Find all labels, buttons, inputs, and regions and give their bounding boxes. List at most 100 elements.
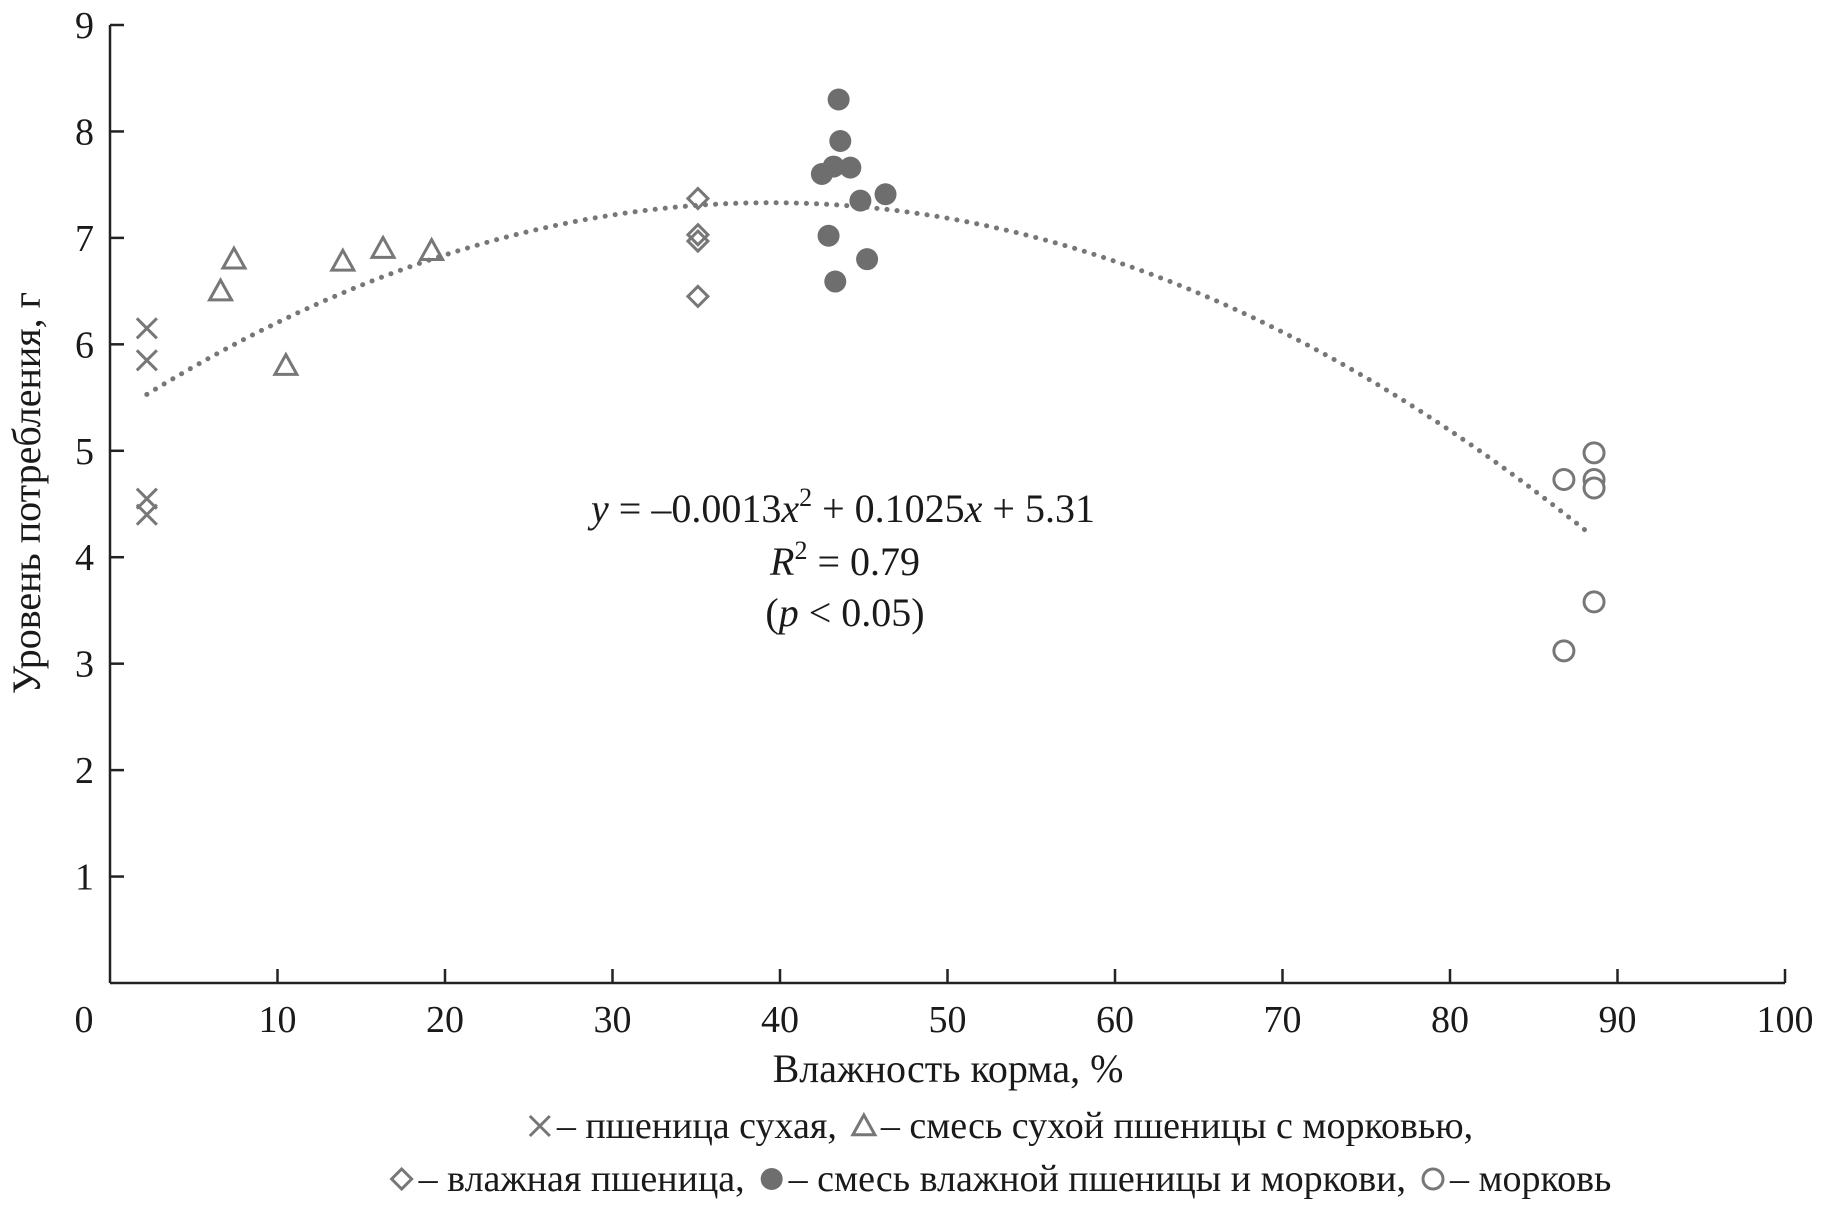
open-circle-shape [1582, 476, 1606, 500]
y-axis-label: Уровень потребления, г [4, 292, 49, 694]
x-tick-label: 50 [929, 999, 967, 1041]
circle-open-marker [1582, 441, 1606, 465]
y-tick-label: 3 [75, 644, 94, 686]
x-tick-label: 80 [1431, 999, 1469, 1041]
triangle-shape [329, 247, 357, 272]
y-tick-label: 9 [75, 5, 94, 47]
circle-filled-marker [856, 248, 879, 271]
legend-item-label: – пшеница сухая, [556, 1105, 837, 1147]
filled-circle-shape [824, 270, 847, 293]
filled-circle-shape [849, 189, 872, 212]
filled-circle-shape [827, 88, 850, 111]
x-mark-stroke [135, 317, 158, 340]
circle-open-marker [1552, 639, 1576, 663]
triangle-open-marker [329, 247, 357, 272]
triangle-shape [418, 236, 446, 261]
diamond-shape [685, 228, 711, 254]
regression-annotation: y = –0.0013x2 + 0.1025x + 5.31 R2 = 0.79… [587, 483, 1095, 635]
open-circle-shape [1582, 441, 1606, 465]
x-tick-label: 60 [1096, 999, 1134, 1041]
circle-filled-marker [874, 183, 897, 206]
x-mark-stroke [135, 349, 158, 372]
x-mark-stroke [135, 503, 158, 526]
open-circle-shape [1582, 590, 1606, 614]
triangle-shape [850, 1111, 878, 1137]
circle-filled-marker [827, 88, 850, 111]
diamond-open-marker [685, 186, 711, 211]
y-tick-label: 8 [75, 111, 94, 153]
data-points [135, 88, 1606, 663]
x-mark-stroke [528, 1114, 551, 1138]
triangle-shape [272, 351, 300, 376]
x-mark-marker [135, 349, 158, 372]
x-mark-marker [135, 317, 158, 340]
circle-filled-marker [817, 224, 840, 247]
legend-item-label: – смесь влажной пшеницы и моркови, [788, 1158, 1406, 1200]
x-mark-marker [135, 487, 158, 510]
filled-circle-shape [817, 224, 840, 247]
open-circle-shape [1552, 639, 1576, 663]
triangle-open-marker [418, 236, 446, 261]
legend-item-label: – смесь сухой пшеницы с морковью, [880, 1105, 1473, 1147]
x-tick-label: 10 [259, 999, 297, 1041]
x-tick-label: 30 [594, 999, 632, 1041]
open-circle-shape [1552, 468, 1576, 492]
filled-circle-shape [839, 156, 862, 179]
x-tick-label: 20 [426, 999, 464, 1041]
legend-item-label: – влажная пшеница, [418, 1158, 745, 1200]
triangle-shape [220, 245, 248, 270]
regression-equation: y = –0.0013x2 + 0.1025x + 5.31 [587, 483, 1095, 531]
triangle-open-marker [220, 245, 248, 270]
x-tick-label: 70 [1264, 999, 1302, 1041]
legend-line: – влажная пшеница, – смесь влажной пшениц… [389, 1158, 1611, 1200]
legend-item-label: – морковь [1449, 1158, 1611, 1200]
triangle-shape [369, 234, 397, 259]
open-circle-shape [1421, 1167, 1445, 1191]
r-squared-label: R2 = 0.79 [769, 536, 920, 584]
x-tick-label: 0 [75, 999, 94, 1041]
legend-line: – пшеница сухая, – смесь сухой пшеницы с … [528, 1105, 1473, 1147]
y-tick-label: 5 [75, 431, 94, 473]
circle-open-marker [1552, 468, 1576, 492]
triangle-open-marker [850, 1111, 878, 1137]
diamond-open-marker [389, 1166, 414, 1192]
x-tick-label: 100 [1757, 999, 1814, 1041]
circle-filled-marker [849, 189, 872, 212]
circle-filled-marker [822, 155, 845, 178]
circle-filled-marker [760, 1168, 783, 1190]
diamond-shape [685, 284, 711, 309]
diamond-shape [685, 222, 711, 247]
legend: – пшеница сухая, – смесь сухой пшеницы с … [389, 1105, 1611, 1200]
circle-filled-marker [839, 156, 862, 179]
x-axis-ticks: 0 10 20 30 40 50 60 70 80 90 100 [75, 969, 1814, 1041]
diamond-shape [685, 186, 711, 211]
y-tick-label: 7 [75, 218, 94, 260]
filled-circle-shape [829, 130, 852, 153]
x-axis-label: Влажность корма, % [773, 1046, 1124, 1091]
y-tick-label: 2 [75, 750, 94, 792]
filled-circle-shape [874, 183, 897, 206]
x-mark-stroke [135, 487, 158, 510]
diamond-open-marker [685, 222, 711, 247]
y-tick-label: 1 [75, 857, 94, 899]
y-axis-ticks: 1 2 3 4 5 6 7 8 9 [75, 5, 124, 899]
diamond-open-marker [685, 284, 711, 309]
circle-open-marker [1582, 476, 1606, 500]
x-tick-label: 90 [1599, 999, 1637, 1041]
circle-open-marker [1421, 1167, 1445, 1191]
filled-circle-shape [856, 248, 879, 271]
triangle-open-marker [272, 351, 300, 376]
filled-circle-shape [760, 1168, 783, 1190]
diamond-open-marker [685, 228, 711, 254]
p-value-label: (p < 0.05) [765, 590, 924, 635]
x-tick-label: 40 [761, 999, 799, 1041]
x-mark-marker [528, 1114, 551, 1138]
diamond-shape [389, 1166, 414, 1192]
circle-filled-marker [829, 130, 852, 153]
x-mark-marker [135, 503, 158, 526]
triangle-shape [207, 277, 235, 302]
triangle-open-marker [369, 234, 397, 259]
y-tick-label: 4 [75, 537, 94, 579]
circle-open-marker [1582, 590, 1606, 614]
